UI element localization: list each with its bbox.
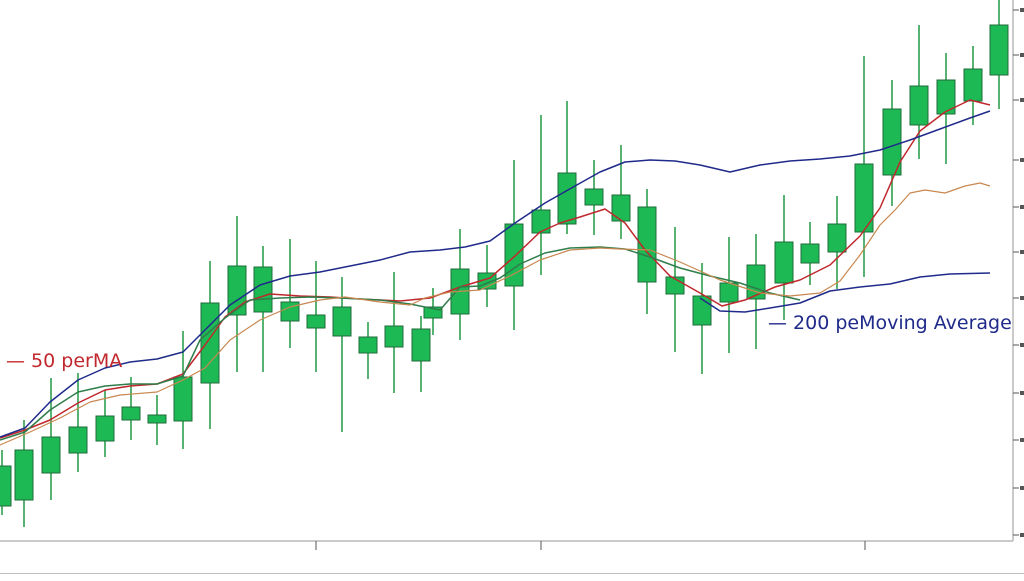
candle-body (0, 465, 12, 507)
candle (384, 272, 404, 393)
ma-line (699, 272, 991, 313)
candle (989, 0, 1009, 109)
candle-body (584, 188, 604, 206)
candle (531, 115, 551, 275)
candle-body (253, 266, 273, 313)
candle-body (332, 306, 352, 337)
candle-body (306, 314, 326, 329)
moving-average-lines (0, 99, 991, 446)
candle (557, 101, 577, 234)
y-tick-label-clipped (1020, 205, 1024, 209)
candle-body (14, 449, 34, 501)
candle (41, 378, 61, 500)
candle (0, 450, 12, 515)
candle (584, 160, 604, 235)
candle (504, 160, 524, 330)
candle (200, 261, 220, 429)
candle-body (854, 163, 874, 233)
candle-body (936, 79, 956, 115)
y-tick-label-clipped (1020, 158, 1024, 162)
candle (253, 246, 273, 372)
candle (95, 390, 115, 457)
axes-frame (0, 0, 1014, 542)
y-tick-label-clipped (1020, 438, 1024, 442)
bottom-divider (0, 573, 1024, 574)
candle-body (557, 172, 577, 225)
y-tick-label-clipped (1020, 486, 1024, 490)
candle-body (963, 68, 983, 102)
candle-body (827, 223, 847, 253)
candle-body (611, 194, 631, 222)
candle-body (637, 206, 657, 283)
candle-body (423, 306, 443, 319)
candle (147, 395, 167, 445)
axis-ticks (315, 8, 1024, 550)
candle (774, 195, 794, 320)
candle (14, 420, 34, 527)
candle (173, 331, 193, 449)
y-tick-label-clipped (1020, 391, 1024, 395)
candle-body (774, 241, 794, 284)
candle (121, 377, 141, 440)
ma-line (0, 99, 991, 439)
candle-body (746, 264, 766, 300)
y-tick-label-clipped (1020, 296, 1024, 300)
candle (411, 316, 431, 392)
y-tick-label-clipped (1020, 250, 1024, 254)
candle-body (121, 406, 141, 421)
candle-body (200, 302, 220, 384)
candle-body (692, 295, 712, 326)
legend-50-ma: — 50 perMA (6, 350, 122, 372)
candle-body (358, 336, 378, 354)
ma-line (0, 246, 801, 441)
y-tick-label-clipped (1020, 343, 1024, 347)
candle (665, 227, 685, 352)
ma-line (0, 182, 991, 446)
candle-body (68, 426, 88, 454)
candle-body (531, 209, 551, 234)
candle (854, 56, 874, 277)
candle-body (800, 243, 820, 264)
legend: — 50 perMA — 200 peMoving Average (6, 312, 1012, 372)
candle (963, 46, 983, 125)
candle-body (41, 436, 61, 474)
candle-body (719, 282, 739, 303)
candle-body (173, 376, 193, 422)
candle (936, 53, 956, 164)
candle (882, 80, 902, 206)
candle-body (909, 85, 929, 126)
candle (280, 239, 300, 348)
candle (358, 322, 378, 379)
candle (227, 216, 247, 372)
ma-line (0, 110, 991, 438)
y-tick-label-clipped (1020, 53, 1024, 57)
candle-body (280, 301, 300, 322)
candles-group (0, 0, 1009, 527)
legend-200-ma: — 200 peMoving Average (768, 312, 1012, 334)
candle-body (989, 24, 1009, 76)
candle-body (384, 325, 404, 348)
candle (719, 237, 739, 353)
y-tick-label-clipped (1020, 8, 1024, 12)
candle (306, 261, 326, 372)
candle-body (95, 415, 115, 442)
y-tick-label-clipped (1020, 533, 1024, 537)
candle-body (411, 328, 431, 362)
candle-body (147, 414, 167, 424)
candle (332, 277, 352, 432)
candle (827, 196, 847, 289)
candle (68, 373, 88, 472)
candle (692, 263, 712, 374)
candle-body (882, 108, 902, 176)
y-tick-label-clipped (1020, 98, 1024, 102)
